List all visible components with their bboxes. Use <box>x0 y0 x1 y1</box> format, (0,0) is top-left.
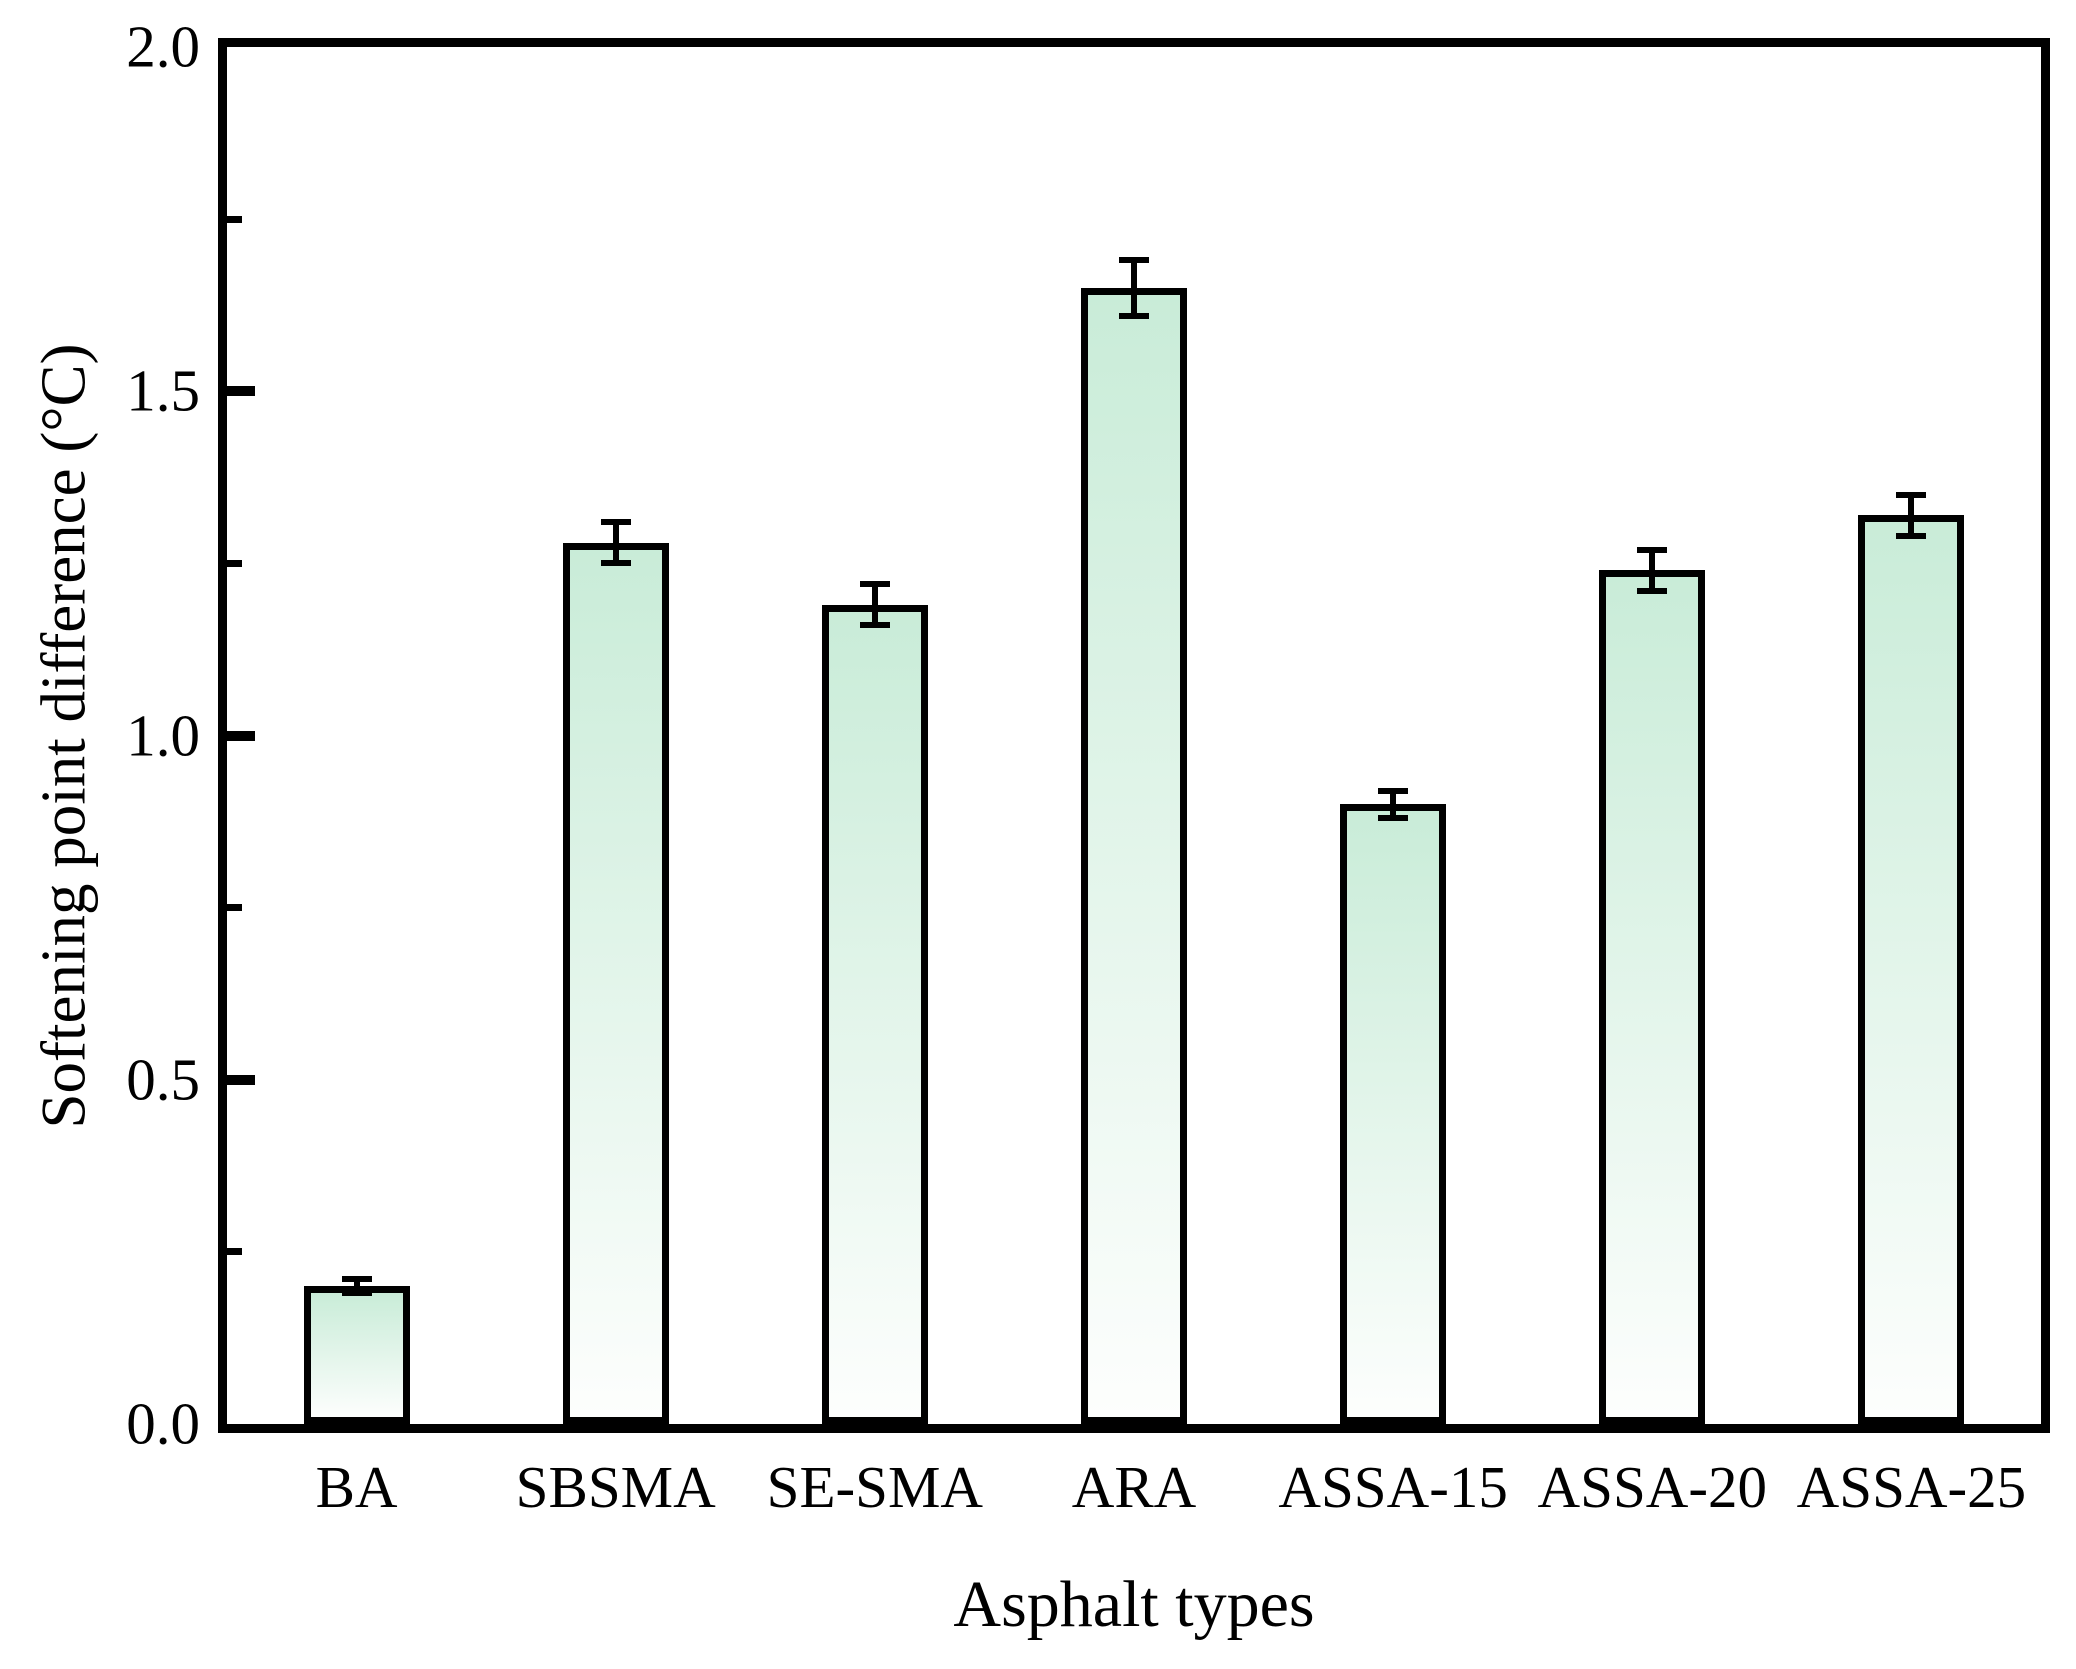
plot-inner-area <box>227 47 2041 1424</box>
y-tick-label: 1.0 <box>126 702 200 768</box>
x-tick-label-assa-20: ASSA-20 <box>1537 1454 1768 1520</box>
x-tick-label-ba: BA <box>315 1454 398 1520</box>
y-tick-label: 1.5 <box>126 357 200 424</box>
error-bar-cap-bottom <box>1637 588 1668 594</box>
error-bar-cap-bottom <box>1119 313 1149 319</box>
plot-area <box>218 38 2050 1433</box>
bar-sbsma <box>562 543 669 1424</box>
y-minor-tick <box>227 904 242 912</box>
y-tick-label: 0.5 <box>126 1046 200 1113</box>
error-bar-cap-top <box>341 1276 372 1282</box>
bar-se-sma <box>821 605 928 1424</box>
x-axis-title: Asphalt types <box>953 1568 1315 1641</box>
error-bar-cap-top <box>1378 788 1409 794</box>
error-bar-cap-top <box>600 519 631 525</box>
x-tick-labels: BA SBSMA SE-SMA ARA ASSA-15 ASSA-20 ASSA-25 <box>227 1458 2041 1538</box>
y-major-tick <box>227 1074 255 1085</box>
x-tick-label-assa-25: ASSA-25 <box>1796 1454 2027 1520</box>
bar-ba <box>303 1286 410 1424</box>
x-tick-label-assa-15: ASSA-15 <box>1278 1454 1508 1520</box>
error-bar-cap-bottom <box>859 622 890 628</box>
y-tick-label: 2.0 <box>126 13 200 80</box>
y-minor-tick <box>227 215 242 223</box>
y-minor-tick <box>227 559 242 567</box>
bar-assa-25 <box>1858 515 1965 1424</box>
error-bar-cap-bottom <box>600 560 631 566</box>
y-tick-labels: 0.0 0.5 1.0 1.5 2.0 <box>0 17 200 1453</box>
error-bar-cap-bottom <box>1896 533 1927 539</box>
error-bar-stem <box>1390 790 1397 818</box>
error-bar-stem <box>1908 495 1915 536</box>
error-bar-cap-top <box>1119 257 1149 263</box>
y-major-tick <box>227 386 255 397</box>
error-bar-cap-bottom <box>1378 815 1409 821</box>
error-bar-cap-top <box>1637 547 1668 553</box>
error-bar-stem <box>353 1279 360 1293</box>
x-tick-label-ara: ARA <box>1071 1454 1197 1520</box>
error-bar-cap-bottom <box>341 1290 372 1296</box>
bar-ara <box>1081 288 1187 1424</box>
error-bar-stem <box>1649 550 1656 591</box>
bar-assa-20 <box>1599 570 1706 1424</box>
bar-assa-15 <box>1340 804 1447 1424</box>
error-bar-cap-top <box>859 581 890 587</box>
x-tick-label-sbsma: SBSMA <box>515 1454 716 1520</box>
error-bar-cap-top <box>1896 492 1927 498</box>
error-bar-stem <box>871 584 878 625</box>
y-major-tick <box>227 730 255 741</box>
y-tick-label: 0.0 <box>126 1390 200 1457</box>
y-minor-tick <box>227 1248 242 1256</box>
x-tick-label-se-sma: SE-SMA <box>766 1454 984 1520</box>
error-bar-stem <box>1131 261 1137 316</box>
error-bar-stem <box>612 522 619 563</box>
